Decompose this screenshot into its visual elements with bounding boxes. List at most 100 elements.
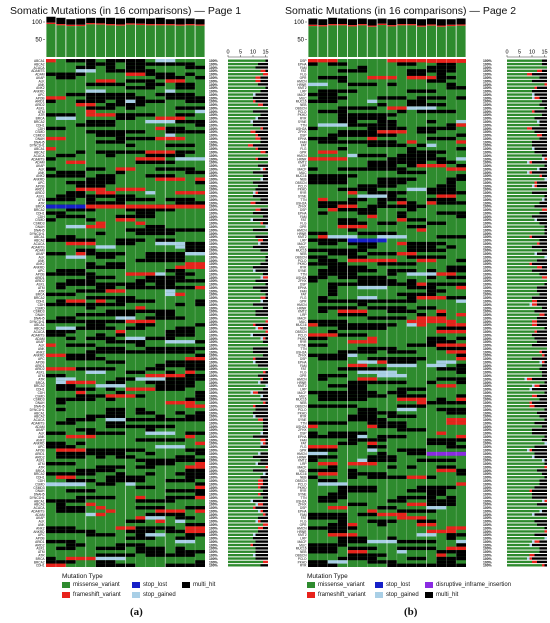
oncoprint-cell: [337, 275, 348, 280]
side-bar-segment: [532, 303, 537, 306]
gene-label: LRP: [300, 164, 306, 168]
top-bar-frameshift: [135, 23, 145, 26]
row-percent-label: 100%: [209, 482, 218, 486]
side-bar-segment: [527, 73, 532, 76]
row-percent-label: 100%: [483, 411, 492, 415]
side-bar-segment: [228, 564, 261, 567]
side-bar-segment: [507, 59, 542, 62]
oncoprint-cell: [426, 441, 457, 446]
gene-label: LRP: [300, 388, 306, 392]
side-bar-segment: [260, 79, 268, 83]
side-bar-segment: [544, 476, 547, 479]
side-bar-segment: [507, 391, 545, 394]
side-bar-segment: [265, 438, 268, 442]
oncoprint-cell: [367, 455, 397, 459]
gene-label: ADAMTS: [31, 69, 44, 73]
gene-label: APOB: [36, 360, 45, 364]
top-bar-multi-hit: [377, 18, 387, 24]
oncoprint-cell: [95, 282, 126, 286]
row-percent-label: 100%: [209, 184, 218, 188]
oncoprint-cell: [406, 343, 437, 347]
gene-label: NEB: [300, 252, 307, 256]
oncoprint-cell: [65, 279, 96, 283]
gene-label: HMCN: [297, 79, 307, 83]
side-bar-segment: [507, 255, 545, 259]
side-bar-segment: [507, 408, 545, 411]
oncoprint-cell: [347, 526, 358, 530]
gene-label: ANK: [38, 83, 45, 87]
side-bar-segment: [544, 164, 547, 167]
oncoprint-cell: [456, 380, 466, 385]
oncoprint-cell: [426, 201, 437, 205]
side-bar-segment: [228, 215, 263, 218]
gene-label: USH2A: [296, 425, 308, 429]
gene-label: APOB: [36, 96, 45, 100]
oncoprint-cell: [387, 299, 417, 303]
gene-label: ARID2: [35, 191, 45, 195]
oncoprint-cell: [65, 380, 96, 385]
side-bar-tick-label: 5: [239, 50, 242, 56]
row-percent-label: 100%: [209, 560, 218, 564]
side-bar-segment: [228, 184, 258, 188]
oncoprint-cell: [456, 140, 466, 144]
row-percent-label: 100%: [483, 252, 492, 256]
oncoprint-cell: [308, 92, 338, 97]
oncoprint-cell: [396, 428, 427, 432]
side-bar-segment: [258, 486, 261, 489]
oncoprint-cell: [426, 282, 457, 286]
oncoprint-cell: [396, 59, 427, 63]
gene-label: RYR: [300, 191, 307, 195]
row-percent-label: 100%: [483, 364, 492, 368]
side-bar-segment: [228, 316, 268, 320]
gene-label: KMT2: [298, 384, 307, 388]
row-percent-label: 100%: [483, 421, 492, 425]
side-bar-segment: [253, 266, 268, 269]
side-bar-segment: [532, 557, 547, 560]
gene-label: ANK: [38, 259, 45, 263]
side-bar-segment: [529, 543, 532, 547]
row-percent-label: 100%: [483, 191, 492, 195]
oncoprint-cell: [85, 296, 116, 300]
oncoprint-cell: [95, 231, 106, 236]
side-bar-segment: [228, 354, 263, 357]
gene-label: DSP: [300, 59, 307, 63]
side-bar-segment: [507, 286, 537, 289]
gene-label: DSP: [300, 357, 307, 361]
oncoprint-cell: [416, 282, 427, 286]
oncoprint-cell: [115, 170, 126, 175]
side-bar-segment: [542, 276, 547, 279]
side-bar-segment: [544, 83, 547, 86]
legend-item-stopgained-a: stop_gained: [132, 592, 176, 598]
oncoprint-cell: [387, 350, 417, 354]
row-percent-label: 100%: [209, 130, 218, 134]
oncoprint-cell: [185, 72, 196, 76]
oncoprint-cell: [55, 502, 66, 507]
side-bar-segment: [253, 347, 268, 350]
row-percent-label: 100%: [209, 211, 218, 215]
top-bar-frameshift: [397, 24, 407, 26]
top-bar-multi-hit: [175, 18, 185, 25]
side-bar-segment: [228, 327, 256, 330]
gene-label: OBSCN: [295, 106, 307, 110]
oncoprint-cell: [46, 72, 56, 76]
side-bar-segment: [507, 316, 537, 320]
oncoprint-cell: [125, 143, 136, 148]
side-bar-segment: [258, 327, 263, 330]
gene-label: USH2A: [296, 201, 308, 205]
row-percent-label: 100%: [483, 140, 492, 144]
oncoprint-cell: [377, 373, 407, 378]
gene-label: ANKRD: [33, 90, 45, 94]
side-bar-segment: [507, 174, 540, 178]
oncoprint-cell: [308, 475, 318, 479]
oncoprint-cell: [347, 282, 378, 286]
gene-label: CDH: [38, 127, 46, 131]
side-bar-segment: [258, 520, 261, 523]
top-bar-frameshift: [426, 24, 436, 26]
side-bar-segment: [537, 184, 547, 188]
row-percent-label: 100%: [209, 113, 218, 117]
oncoprint-cell: [185, 380, 196, 385]
row-percent-label: 100%: [209, 533, 218, 537]
oncoprint-cell: [327, 329, 338, 334]
side-bar-segment: [507, 340, 537, 343]
side-bar-segment: [532, 299, 537, 303]
